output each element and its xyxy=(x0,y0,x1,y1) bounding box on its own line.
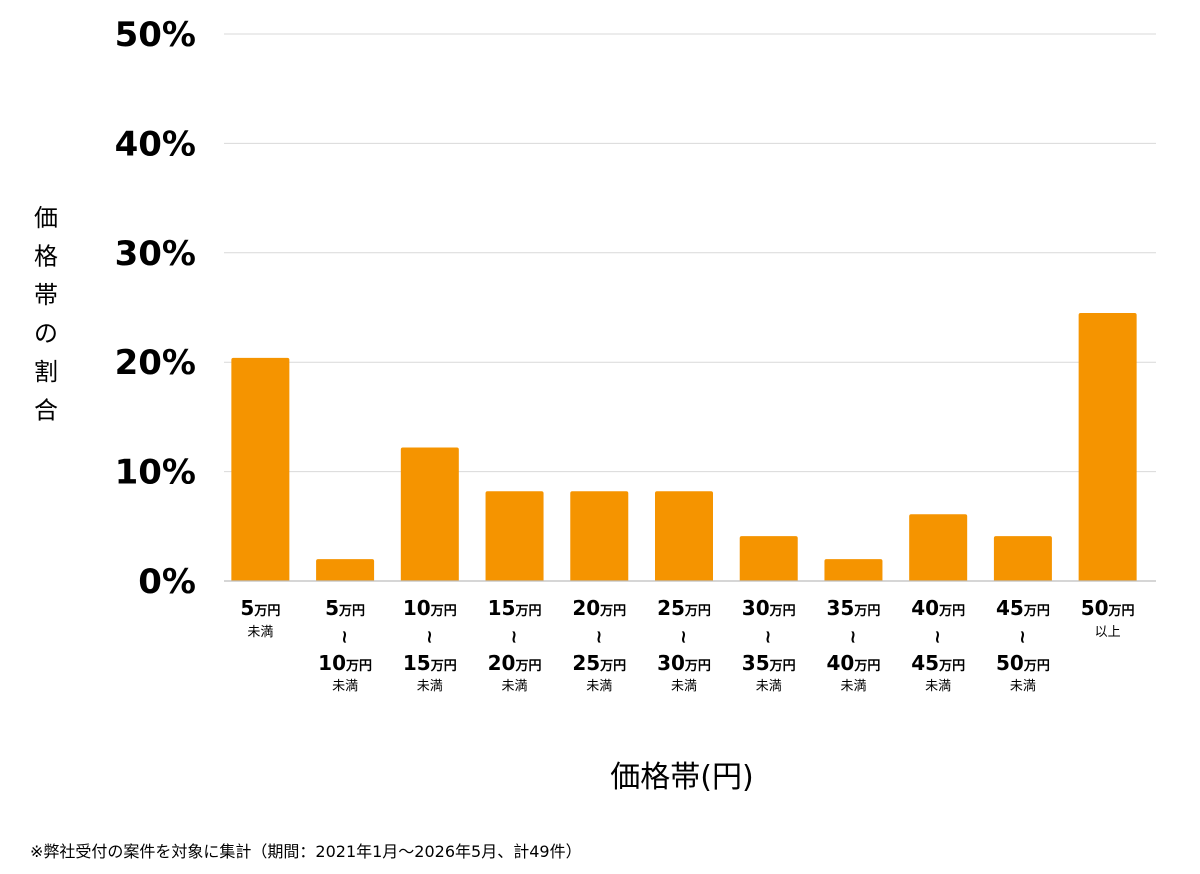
x-tick-label: 15万円 xyxy=(488,596,542,620)
x-range-separator: ~ xyxy=(842,629,863,644)
x-tick-label: 50万円 xyxy=(1081,596,1135,620)
y-tick-label: 40% xyxy=(115,124,196,164)
x-range-separator: ~ xyxy=(504,629,525,644)
x-tick-label: 15万円 xyxy=(403,651,457,675)
x-range-note: 未満 xyxy=(925,679,951,694)
x-range-note: 未満 xyxy=(671,679,697,694)
x-tick-label: 35万円 xyxy=(827,596,881,620)
x-range-note: 未満 xyxy=(502,679,528,694)
x-tick-label: 25万円 xyxy=(572,651,626,675)
bar xyxy=(824,559,883,581)
x-tick-label: 10万円 xyxy=(318,651,372,675)
footnote: ※弊社受付の案件を対象に集計（期間：2021年1月〜2026年5月、計49件） xyxy=(30,842,582,861)
y-axis-label-char: 格 xyxy=(34,243,58,271)
x-tick-label: 35万円 xyxy=(742,651,796,675)
bar xyxy=(655,491,713,581)
y-tick-label: 30% xyxy=(115,234,196,274)
x-range-separator: ~ xyxy=(758,629,779,644)
x-tick-label: 25万円 xyxy=(657,596,711,620)
x-tick-label: 5万円 xyxy=(240,596,280,620)
y-axis-tick-labels: 0% 10% 20% 30% 40% 50% xyxy=(115,15,196,602)
x-axis-category-labels: 5万円未満5万円~10万円未満10万円~15万円未満15万円~20万円未満20万… xyxy=(240,596,1134,694)
x-tick-label: 45万円 xyxy=(996,596,1050,620)
bar xyxy=(1078,312,1137,581)
x-range-note: 未満 xyxy=(247,625,273,640)
x-range-note: 未満 xyxy=(840,679,866,694)
y-axis-label-char: の xyxy=(34,320,58,348)
x-range-note: 以上 xyxy=(1095,625,1121,640)
x-tick-label: 30万円 xyxy=(742,596,796,620)
y-axis-label-char: 帯 xyxy=(34,281,58,309)
bars xyxy=(231,312,1137,581)
x-tick-label: 20万円 xyxy=(488,651,542,675)
bar xyxy=(316,559,375,581)
x-range-note: 未満 xyxy=(756,679,782,694)
y-axis-label-char: 価 xyxy=(34,204,58,232)
x-range-note: 未満 xyxy=(332,679,358,694)
x-tick-label: 50万円 xyxy=(996,651,1050,675)
x-range-separator: ~ xyxy=(1012,629,1033,644)
x-tick-label: 20万円 xyxy=(572,596,626,620)
y-tick-label: 50% xyxy=(115,15,196,55)
y-tick-label: 10% xyxy=(115,453,196,493)
x-axis-label: 価格帯(円) xyxy=(610,760,753,795)
y-tick-label: 20% xyxy=(115,343,196,383)
x-tick-label: 40万円 xyxy=(827,651,881,675)
bar xyxy=(400,447,459,581)
bar xyxy=(909,514,968,581)
bar xyxy=(485,491,544,581)
x-tick-label: 40万円 xyxy=(911,596,965,620)
x-range-separator: ~ xyxy=(588,629,609,644)
x-range-separator: ~ xyxy=(927,629,948,644)
x-tick-label: 10万円 xyxy=(403,596,457,620)
bar xyxy=(739,536,798,581)
x-range-separator: ~ xyxy=(419,629,440,644)
gridlines xyxy=(224,33,1156,473)
x-tick-label: 45万円 xyxy=(911,651,965,675)
x-range-note: 未満 xyxy=(417,679,443,694)
x-range-note: 未満 xyxy=(1010,679,1036,694)
x-range-separator: ~ xyxy=(673,629,694,644)
y-axis-label-char: 割 xyxy=(34,358,58,386)
bar xyxy=(231,357,290,581)
x-tick-label: 30万円 xyxy=(657,651,711,675)
y-axis-label-char: 合 xyxy=(34,397,58,425)
x-range-note: 未満 xyxy=(586,679,612,694)
bar xyxy=(570,491,629,581)
x-range-separator: ~ xyxy=(334,629,355,644)
y-tick-label: 0% xyxy=(138,562,196,602)
x-tick-label: 5万円 xyxy=(325,596,365,620)
bar xyxy=(993,536,1052,581)
